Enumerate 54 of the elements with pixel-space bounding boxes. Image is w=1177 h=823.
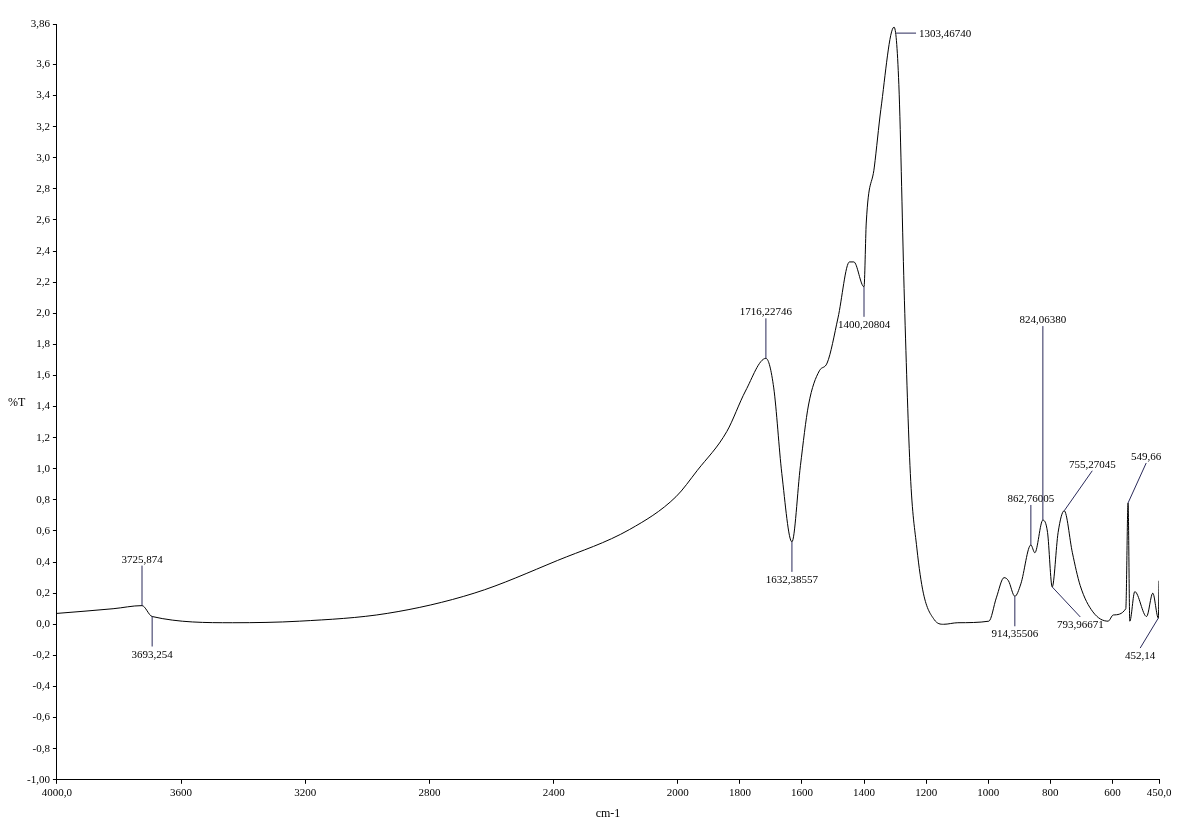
y-tick-label: 2,2 bbox=[36, 275, 50, 288]
y-tick-label: -0,2 bbox=[32, 648, 50, 661]
annotation: 3725,874 bbox=[121, 552, 164, 565]
y-tick-label: 0,8 bbox=[36, 492, 51, 505]
x-tick-label: 2800 bbox=[418, 786, 441, 799]
y-tick-label: 1,4 bbox=[36, 399, 51, 412]
x-tick-label: 1400 bbox=[853, 786, 876, 799]
x-tick-label: 1000 bbox=[977, 786, 1000, 799]
y-tick-label: 2,6 bbox=[36, 212, 51, 225]
y-tick-label: 0,2 bbox=[36, 586, 50, 599]
x-tick-label: 1800 bbox=[728, 786, 752, 799]
y-tick-label: 0,6 bbox=[36, 523, 51, 536]
annotation: 1303,46740 bbox=[919, 27, 972, 40]
x-tick-label: 2400 bbox=[542, 786, 566, 799]
annotation: 3693,254 bbox=[131, 647, 174, 660]
y-tick-label: 0,0 bbox=[36, 617, 51, 630]
x-tick-label: 1600 bbox=[790, 786, 814, 799]
y-tick-label: -1,00 bbox=[26, 772, 51, 785]
annotation: 755,27045 bbox=[1068, 457, 1117, 470]
y-tick-label: -0,4 bbox=[32, 679, 51, 692]
x-axis-title: cm-1 bbox=[595, 806, 621, 820]
x-tick-label: 1200 bbox=[915, 786, 938, 799]
y-tick-label: 1,8 bbox=[36, 337, 51, 350]
y-tick-label: 0,4 bbox=[36, 554, 51, 567]
annotation: 1400,20804 bbox=[837, 317, 891, 330]
y-tick-label: -0,6 bbox=[32, 710, 51, 723]
y-tick-label: 1,2 bbox=[36, 430, 50, 443]
y-tick-label: -0,8 bbox=[32, 741, 51, 754]
x-tick-label: 800 bbox=[1042, 786, 1060, 799]
x-tick-label: 2000 bbox=[666, 786, 690, 799]
y-tick-label: 1,6 bbox=[36, 368, 51, 381]
annotation: 914,35506 bbox=[991, 627, 1039, 640]
y-tick-label: 3,6 bbox=[36, 57, 51, 70]
annotation: 862,76005 bbox=[1007, 491, 1055, 504]
y-tick-label: 3,0 bbox=[36, 150, 51, 163]
annotation: 1632,38557 bbox=[765, 572, 819, 585]
y-tick-label: 3,2 bbox=[36, 119, 50, 132]
y-tick-label: 3,4 bbox=[36, 88, 51, 101]
y-tick-label: 2,0 bbox=[36, 306, 51, 319]
y-tick-label: 3,86 bbox=[30, 16, 51, 29]
annotation: 793,96671 bbox=[1056, 617, 1104, 630]
annotation: 824,06380 bbox=[1019, 313, 1067, 326]
y-tick-label: 2,4 bbox=[36, 243, 51, 256]
x-tick-label: 3200 bbox=[294, 786, 317, 799]
x-tick-label: 4000,0 bbox=[41, 786, 73, 799]
x-tick-label: 600 bbox=[1104, 786, 1122, 799]
annotation: 452,14 bbox=[1125, 649, 1156, 662]
y-axis-title: %T bbox=[8, 394, 26, 409]
annotation: 549,66 bbox=[1131, 449, 1162, 462]
x-tick-label: 3600 bbox=[170, 786, 193, 799]
y-tick-label: 2,8 bbox=[36, 181, 51, 194]
y-tick-label: 1,0 bbox=[36, 461, 51, 474]
x-tick-label: 450,0 bbox=[1146, 786, 1172, 799]
annotation: 1716,22746 bbox=[739, 305, 793, 318]
